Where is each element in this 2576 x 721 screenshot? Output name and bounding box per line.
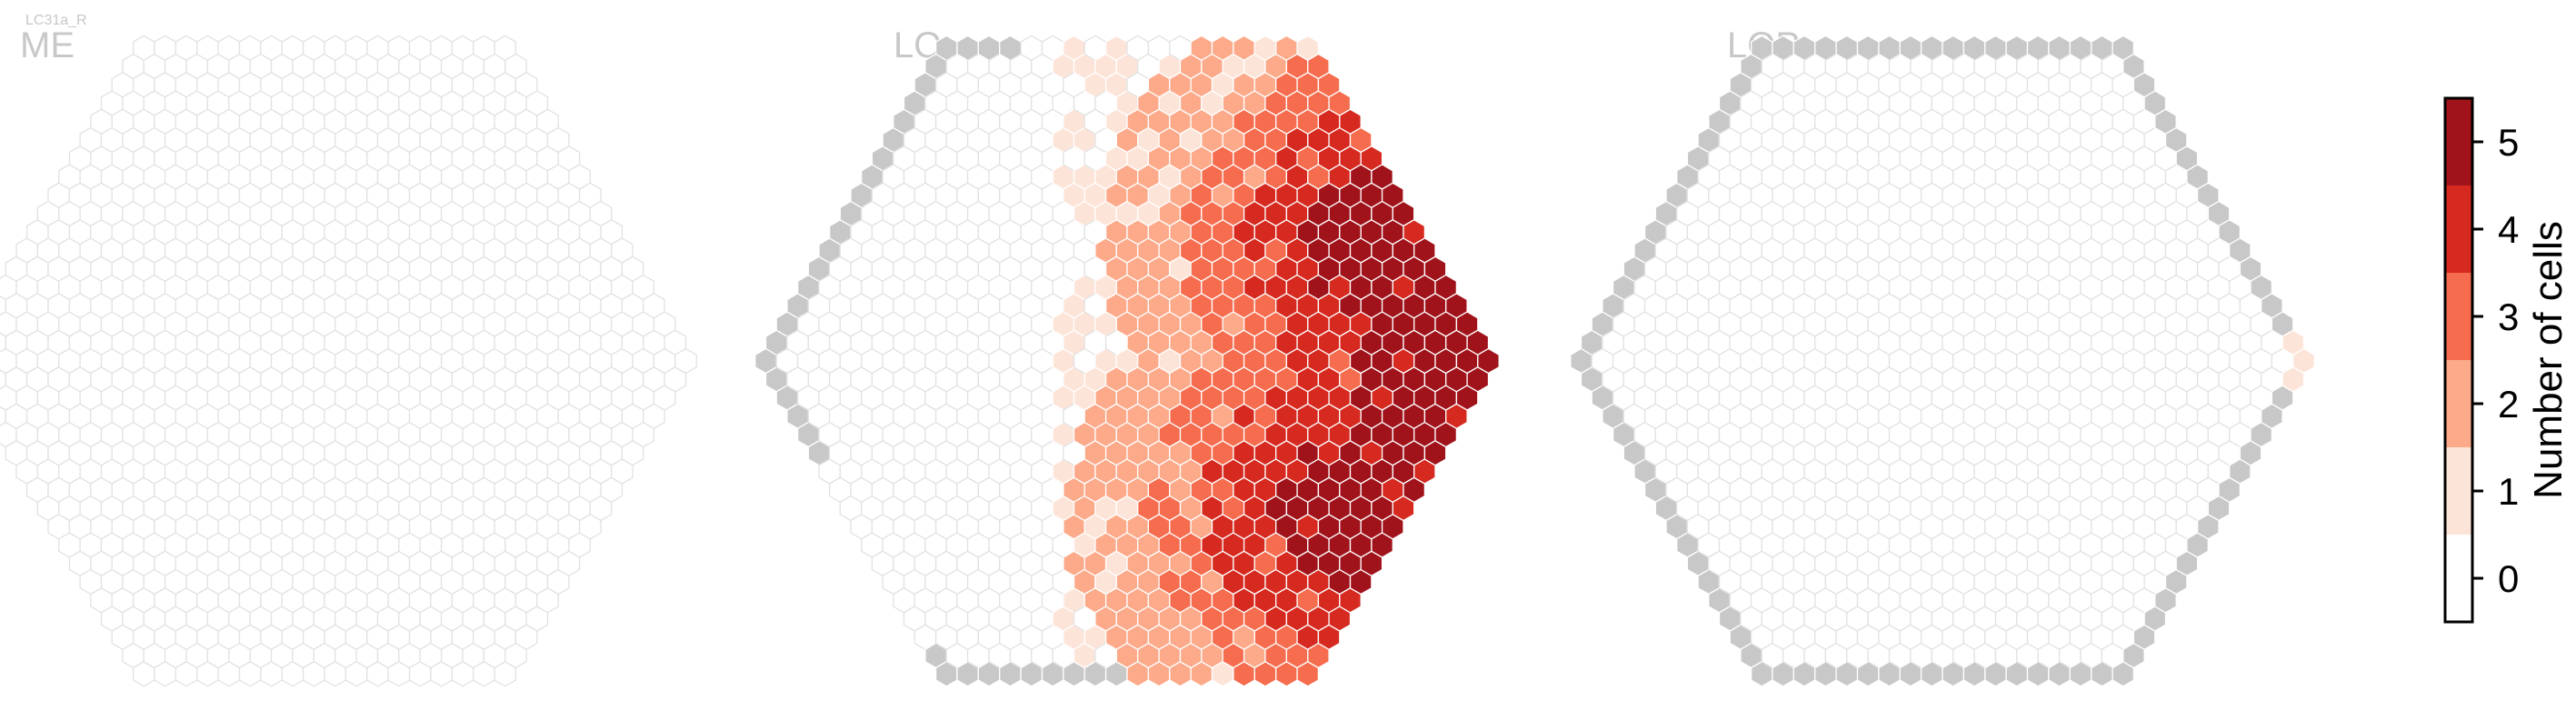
- colorbar-block: [2445, 185, 2472, 273]
- hex-grid-lo: [754, 35, 1500, 687]
- panel-label-me: ME: [20, 25, 75, 65]
- colorbar-block: [2445, 447, 2472, 535]
- panel-me: ME: [0, 25, 697, 687]
- colorbar-blocks: [2445, 98, 2472, 622]
- hex-cell-lo: [1477, 347, 1500, 375]
- panel-lop: LOP: [1570, 25, 2315, 687]
- colorbar: 0 1 2 3 4 5 Number of cells: [2443, 96, 2571, 624]
- colorbar-title: Number of cells: [2526, 221, 2571, 499]
- colorbar-tick-label: 5: [2498, 121, 2519, 164]
- colorbar-frame: [2443, 96, 2474, 624]
- hex-cell-me: [674, 347, 697, 375]
- colorbar-block: [2445, 360, 2472, 447]
- colorbar-tick-label: 0: [2498, 557, 2519, 600]
- colorbar-block: [2445, 535, 2472, 622]
- hex-cell-lop: [2292, 347, 2315, 375]
- colorbar-block: [2445, 273, 2472, 360]
- colorbar-block: [2445, 98, 2472, 185]
- colorbar-ticks: 0 1 2 3 4 5: [2472, 121, 2519, 600]
- colorbar-tick-label: 3: [2498, 295, 2519, 338]
- colorbar-tick-label: 4: [2498, 208, 2519, 251]
- hex-grid-lop: [1570, 35, 2315, 687]
- colorbar-tick-label: 1: [2498, 470, 2519, 513]
- hex-grid-me: [0, 35, 697, 687]
- colorbar-tick-label: 2: [2498, 383, 2519, 426]
- figure-tag: LC31a_R: [25, 13, 87, 28]
- panel-lo: LO: [754, 25, 1500, 687]
